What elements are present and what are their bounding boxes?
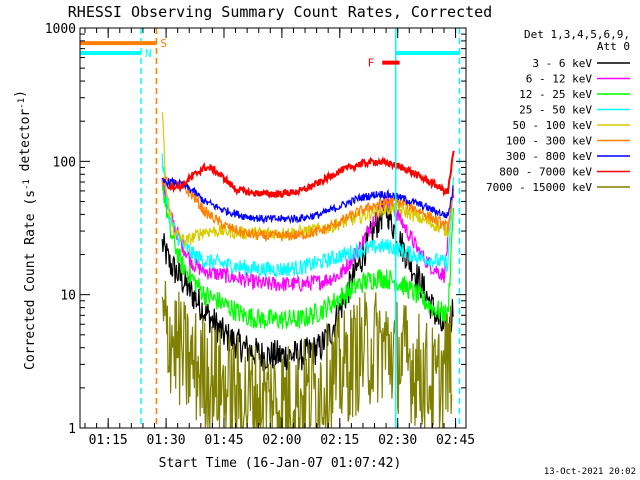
series-line-3 [161, 181, 455, 330]
series-line-2 [161, 177, 455, 292]
flag-label-S: S [160, 37, 167, 50]
flag-label-N: N [145, 47, 152, 60]
x-tick-label-3: 01:45 [204, 433, 243, 448]
series-line-6 [161, 176, 455, 242]
legend-label-3: 12 - 25 keV [519, 88, 592, 101]
footer-date: 13-Oct-2021 20:02 [544, 467, 636, 477]
legend-label-9: 7000 - 15000 keV [486, 181, 592, 194]
legend-title-line-2: Att 0 [597, 40, 630, 53]
x-tick-label-2: 01:30 [147, 433, 186, 448]
series-line-8 [167, 150, 455, 199]
plot-area [161, 112, 455, 429]
x-axis-label: Start Time (16-Jan-07 01:07:42) [159, 456, 402, 471]
series-line-7 [162, 176, 454, 225]
legend-label-5: 50 - 100 keV [513, 119, 593, 132]
x-tick-label-5: 02:15 [320, 433, 359, 448]
legend-label-6: 100 - 300 keV [506, 135, 592, 148]
x-tick-label-4: 02:00 [262, 433, 301, 448]
axes-layer: 1 10 100 1000 01:15 01:30 01:45 02:00 02:15 02:30… [45, 22, 475, 448]
legend: Det 1,3,4,5,6,9,Att 0 3 - 6 keV 6 - 12 keV… [486, 28, 630, 194]
plot-frame [79, 27, 467, 429]
legend-title-line-1: Det 1,3,4,5,6,9, [524, 28, 630, 41]
x-tick-label-7: 02:45 [436, 433, 475, 448]
overlay-layer: SN F [80, 28, 461, 428]
y-axis-label: Corrected Count Rate (s-1 detector-1) [13, 90, 38, 370]
legend-label-4: 25 - 50 keV [519, 104, 592, 117]
flag-label-F: F [368, 57, 375, 70]
y-tick-label-2: 10 [60, 289, 76, 304]
series-line-4 [161, 153, 455, 279]
x-tick-label-6: 02:30 [378, 433, 417, 448]
series-line-9 [161, 280, 453, 429]
series-line-5 [161, 112, 455, 247]
series-line-1 [161, 195, 455, 372]
y-tick-label-4: 1000 [45, 22, 76, 37]
legend-label-7: 300 - 800 keV [506, 150, 592, 163]
y-tick-label-1: 1 [68, 422, 76, 437]
legend-label-2: 6 - 12 keV [526, 73, 593, 86]
legend-label-8: 800 - 7000 keV [499, 166, 592, 179]
x-tick-label-1: 01:15 [89, 433, 128, 448]
legend-label-1: 3 - 6 keV [532, 57, 592, 70]
y-tick-label-3: 100 [53, 155, 76, 170]
chart-title: RHESSI Observing Summary Count Rates, Co… [68, 3, 492, 21]
